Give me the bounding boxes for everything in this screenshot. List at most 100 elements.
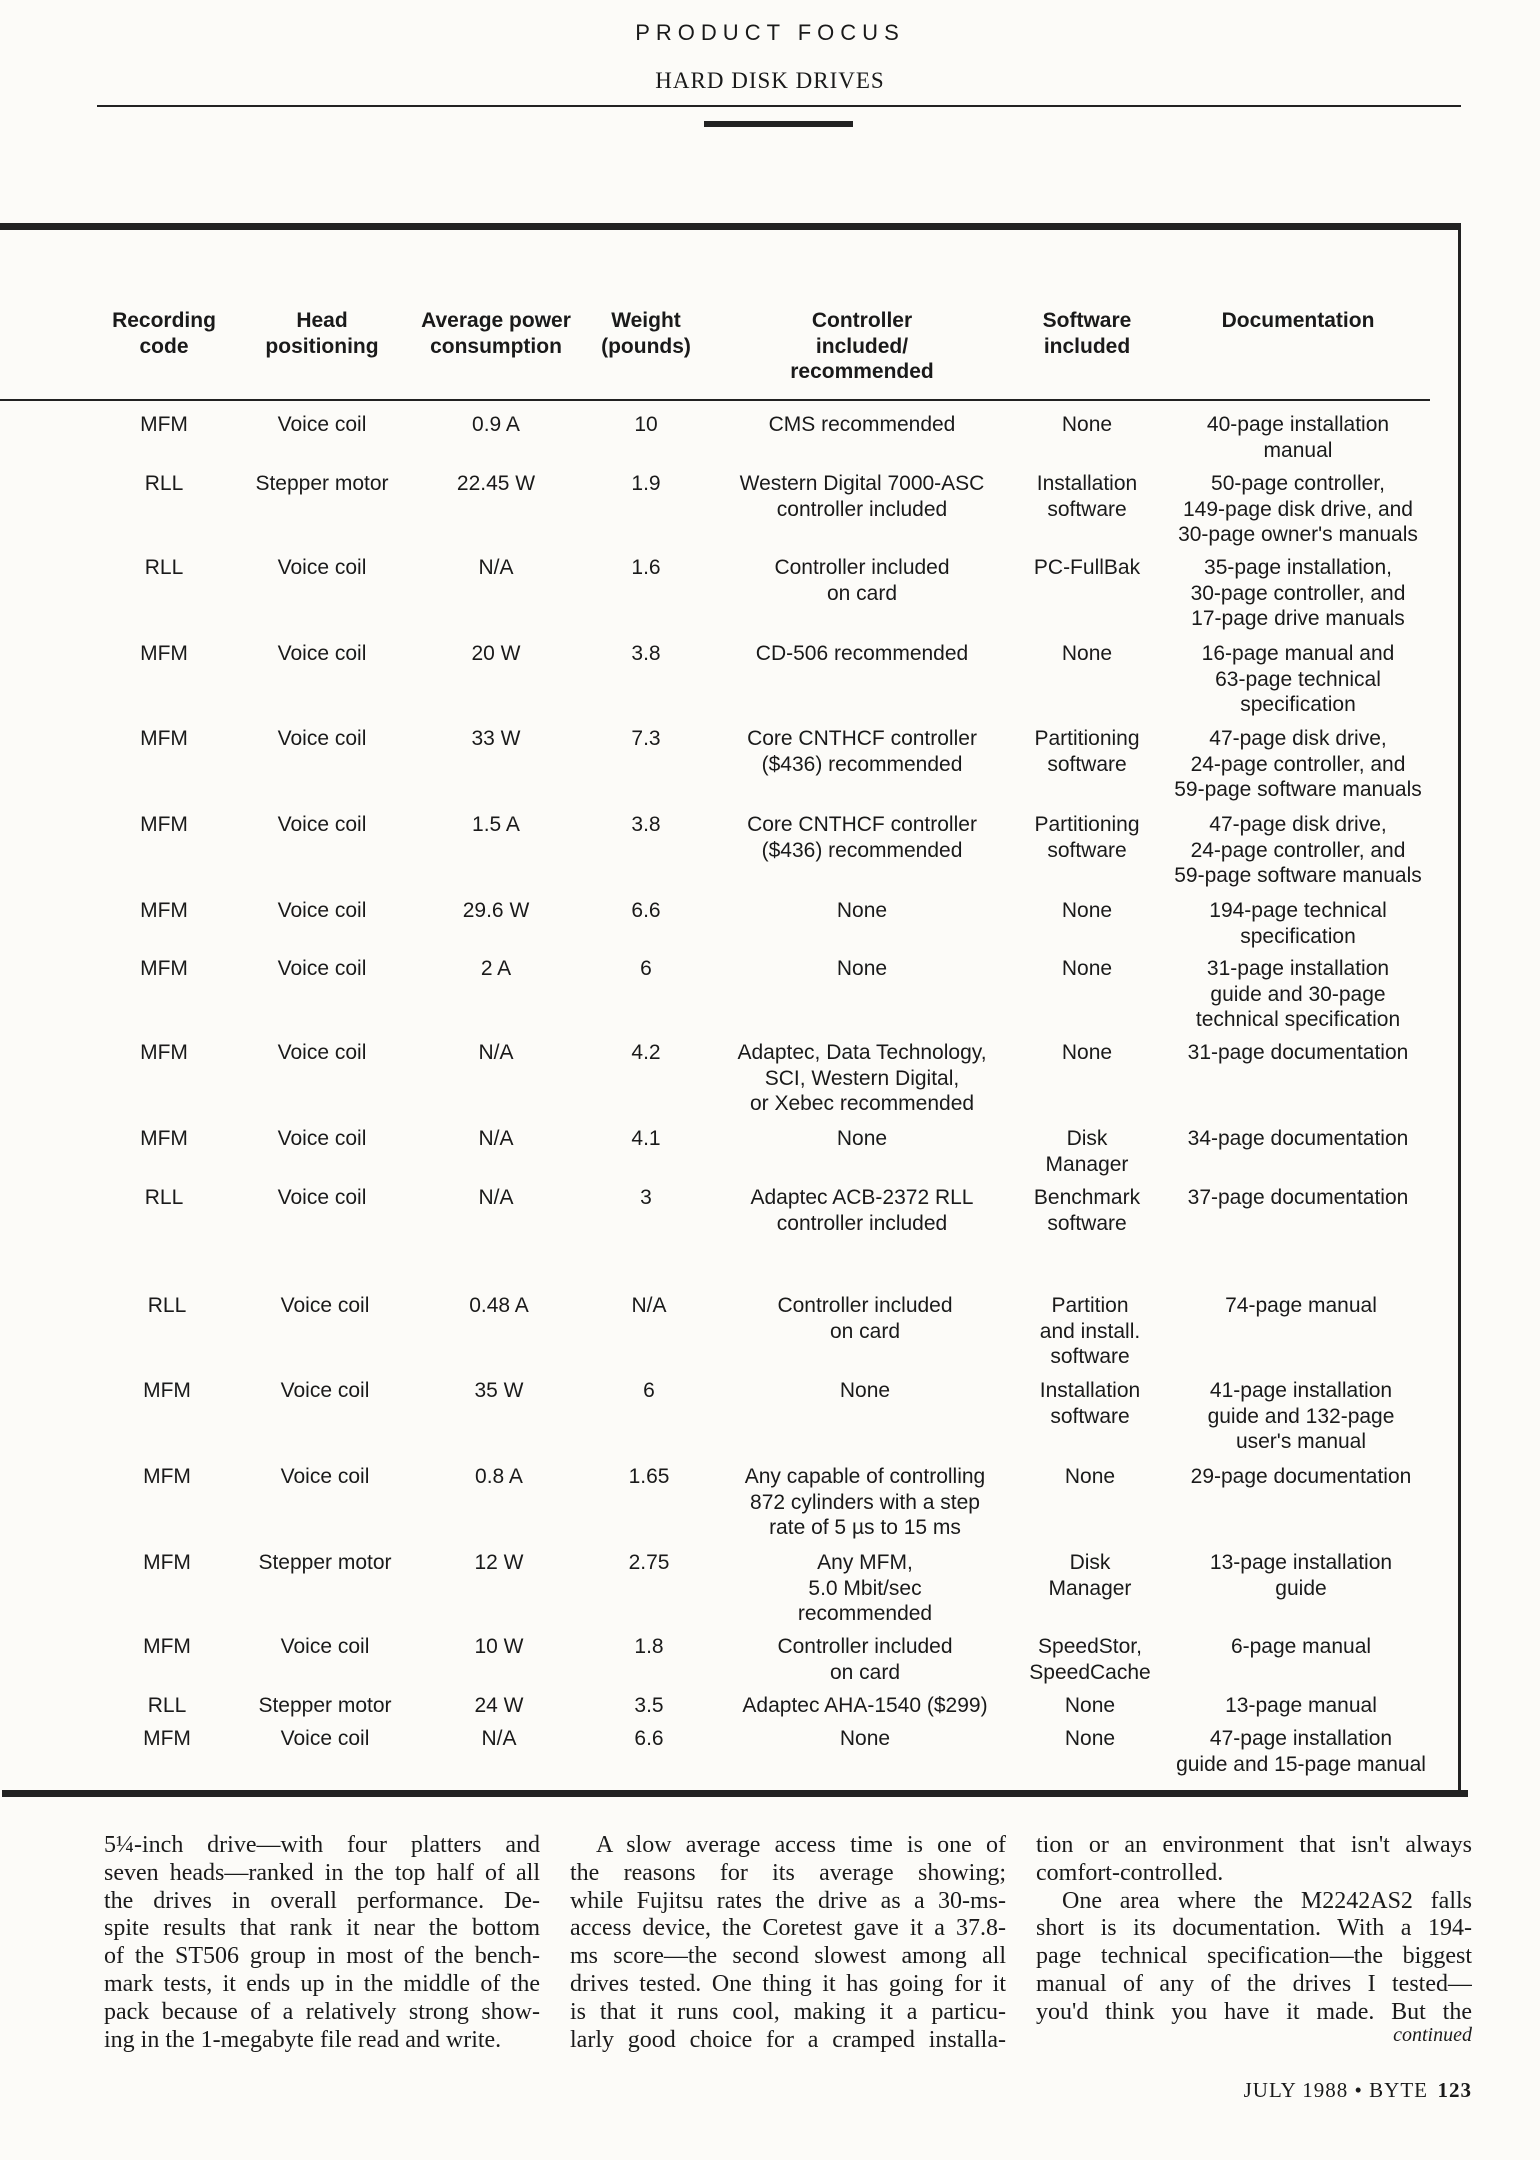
column-header: Controller included/ recommended	[790, 309, 934, 383]
table-cell: 6.6	[631, 899, 661, 922]
table-cell: Voice coil	[280, 1294, 370, 1317]
table-cell: CD-506 recommended	[755, 642, 969, 665]
table-cell: N/A	[478, 1041, 514, 1064]
table-cell: 10	[634, 413, 658, 436]
table-cell: Voice coil	[280, 1465, 370, 1488]
table-cell: 1.65	[628, 1465, 670, 1488]
table-cell: 50-page controller, 149-page disk drive,…	[1178, 472, 1418, 546]
table-cell: 1.9	[631, 472, 661, 495]
table-cell: None	[839, 1379, 891, 1402]
table-cell: 33 W	[471, 727, 521, 750]
page-number: 123	[1437, 2078, 1472, 2102]
table-cell: None	[836, 957, 888, 980]
table-cell: 3.8	[631, 642, 661, 665]
column-header: Average power consumption	[421, 309, 571, 358]
table-cell: Adaptec AHA-1540 ($299)	[742, 1694, 988, 1717]
table-cell: None	[1061, 413, 1113, 436]
table-cell: None	[839, 1727, 891, 1750]
body-line: ing in the 1-megabyte file read and writ…	[104, 2026, 502, 2053]
column-header: Recording code	[112, 309, 216, 358]
table-cell: Voice coil	[277, 413, 367, 436]
table-cell: 16-page manual and 63-page technical spe…	[1201, 642, 1395, 716]
table-cell: Voice coil	[280, 1635, 370, 1658]
table-cell: Voice coil	[280, 1379, 370, 1402]
table-top-rule	[0, 223, 1461, 230]
table-cell: Core CNTHCF controller ($436) recommende…	[747, 813, 977, 862]
table-cell: Core CNTHCF controller ($436) recommende…	[747, 727, 977, 776]
header-bar	[704, 121, 853, 127]
table-cell: 24 W	[474, 1694, 524, 1717]
table-cell: 2 A	[480, 957, 512, 980]
body-line: you'd think you have it made. But the	[1036, 1998, 1472, 2025]
table-cell: MFM	[140, 727, 188, 750]
table-cell: Disk Manager	[1048, 1551, 1132, 1600]
table-cell: Stepper motor	[255, 472, 389, 495]
column-header: Documentation	[1221, 309, 1375, 332]
table-cell: 3.8	[631, 813, 661, 836]
table-cell: Voice coil	[277, 642, 367, 665]
table-cell: RLL	[147, 1294, 187, 1317]
table-header-rule	[0, 399, 1430, 401]
table-cell: MFM	[143, 1379, 191, 1402]
table-cell: 4.2	[631, 1041, 661, 1064]
table-cell: 34-page documentation	[1187, 1127, 1409, 1150]
table-cell: Controller included on card	[777, 1294, 953, 1343]
table-cell: 1.8	[634, 1635, 664, 1658]
table-cell: Adaptec, Data Technology, SCI, Western D…	[737, 1041, 987, 1115]
body-line: spite results that rank it near the bott…	[104, 1915, 540, 1942]
table-cell: MFM	[140, 413, 188, 436]
table-cell: 41-page installation guide and 132-page …	[1207, 1379, 1395, 1453]
table-cell: 13-page installation guide	[1209, 1551, 1393, 1600]
table-cell: N/A	[478, 1186, 514, 1209]
table-cell: 47-page disk drive, 24-page controller, …	[1174, 813, 1422, 887]
body-line: A slow average access time is one of	[596, 1832, 1006, 1858]
table-cell: Any capable of controlling 872 cylinders…	[744, 1465, 986, 1539]
table-cell: Western Digital 7000-ASC controller incl…	[739, 472, 985, 521]
table-cell: 40-page installation manual	[1206, 413, 1390, 462]
table-cell: 47-page installation guide and 15-page m…	[1176, 1727, 1426, 1776]
table-cell: Voice coil	[277, 1041, 367, 1064]
body-line: 5¼-inch drive—with four platters and	[104, 1832, 540, 1858]
table-cell: Voice coil	[277, 1186, 367, 1209]
table-cell: 0.9 A	[472, 413, 520, 436]
table-cell: 10 W	[474, 1635, 524, 1658]
table-cell: 47-page disk drive, 24-page controller, …	[1174, 727, 1422, 801]
table-cell: 31-page documentation	[1187, 1041, 1409, 1064]
table-cell: 20 W	[471, 642, 521, 665]
table-cell: 12 W	[474, 1551, 524, 1574]
table-cell: Voice coil	[277, 813, 367, 836]
table-cell: MFM	[143, 1465, 191, 1488]
table-cell: MFM	[140, 642, 188, 665]
body-line: drives tested. One thing it has going fo…	[570, 1971, 1006, 1997]
table-cell: None	[1061, 642, 1113, 665]
table-cell: 6	[640, 957, 652, 980]
footer-issue: JULY 1988 • BYTE	[1243, 2078, 1428, 2102]
section-title: HARD DISK DRIVES	[655, 68, 885, 93]
table-cell: 194-page technical specification	[1209, 899, 1387, 948]
table-cell: None	[1061, 1041, 1113, 1064]
table-bottom-rule	[2, 1790, 1468, 1797]
table-cell: N/A	[478, 1127, 514, 1150]
table-cell: Stepper motor	[258, 1551, 392, 1574]
table-cell: 0.48 A	[469, 1294, 529, 1317]
table-cell: 29-page documentation	[1190, 1465, 1412, 1488]
table-cell: Installation software	[1039, 1379, 1141, 1428]
table-cell: MFM	[143, 1551, 191, 1574]
kicker: PRODUCT FOCUS	[635, 20, 905, 45]
table-cell: 7.3	[631, 727, 661, 750]
table-cell: None	[1064, 1465, 1116, 1488]
table-cell: Voice coil	[277, 899, 367, 922]
table-cell: 6.6	[634, 1727, 664, 1750]
table-cell: MFM	[140, 899, 188, 922]
table-cell: Controller included on card	[774, 556, 950, 605]
body-line: larly good choice for a cramped installa…	[570, 2026, 1006, 2053]
table-cell: SpeedStor, SpeedCache	[1029, 1635, 1151, 1684]
table-cell: MFM	[140, 813, 188, 836]
table-cell: Benchmark software	[1033, 1186, 1141, 1235]
table-cell: 74-page manual	[1225, 1294, 1377, 1317]
body-line: the reasons for its average showing;	[570, 1859, 1006, 1886]
table-cell: MFM	[143, 1727, 191, 1750]
body-line: is that it runs cool, making it a partic…	[570, 1998, 1006, 2025]
table-cell: RLL	[144, 472, 184, 495]
